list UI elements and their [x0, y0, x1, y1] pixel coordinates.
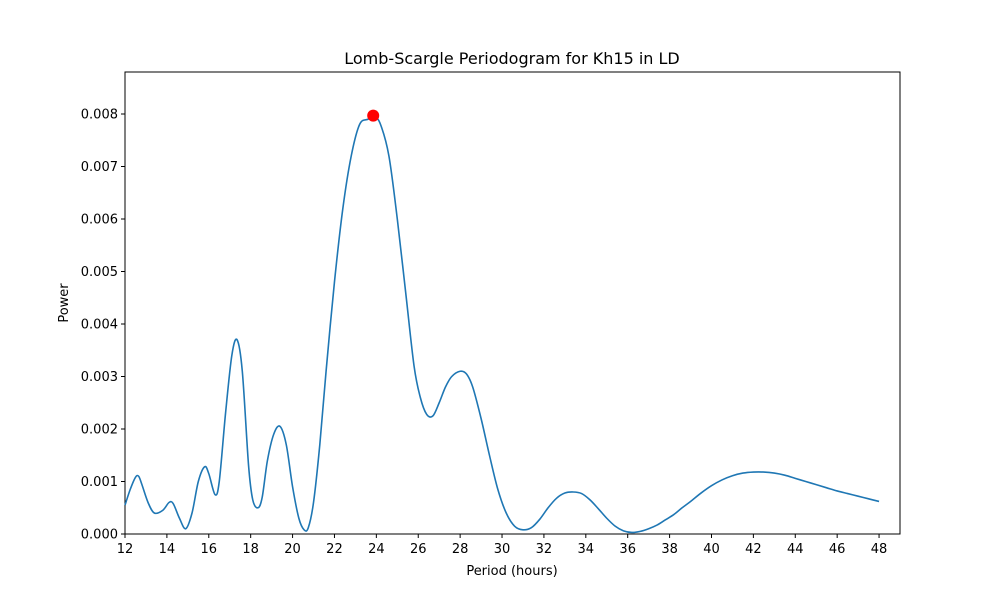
- y-tick-label: 0.000: [81, 528, 118, 543]
- x-tick-label: 26: [410, 542, 427, 557]
- x-tick-label: 40: [703, 542, 720, 557]
- peak-marker: [367, 109, 380, 122]
- x-tick-label: 16: [201, 542, 218, 557]
- x-tick-label: 32: [536, 542, 553, 557]
- x-tick-label: 30: [494, 542, 511, 557]
- x-tick-label: 34: [578, 542, 595, 557]
- y-tick-label: 0.002: [81, 423, 118, 438]
- x-tick-label: 44: [787, 542, 804, 557]
- x-tick-label: 46: [829, 542, 846, 557]
- chart-title: Lomb-Scargle Periodogram for Kh15 in LD: [344, 49, 679, 68]
- y-tick-label: 0.006: [81, 213, 118, 228]
- x-tick-label: 20: [284, 542, 301, 557]
- y-tick-label: 0.008: [81, 108, 118, 123]
- y-axis-label: Power: [57, 283, 72, 323]
- y-axis-ticks: 0.000 0.001 0.002 0.003 0.004 0.005 0.006 0.007…: [81, 108, 125, 543]
- x-tick-label: 36: [619, 542, 636, 557]
- y-tick-label: 0.003: [81, 370, 118, 385]
- y-tick-label: 0.007: [81, 160, 118, 175]
- x-tick-label: 14: [159, 542, 176, 557]
- x-tick-label: 42: [745, 542, 762, 557]
- x-tick-label: 38: [661, 542, 678, 557]
- x-tick-label: 22: [326, 542, 343, 557]
- series-line-power: [124, 115, 880, 534]
- y-tick-label: 0.001: [81, 475, 118, 490]
- axes-frame: [124, 71, 901, 535]
- x-tick-label: 24: [368, 542, 385, 557]
- x-tick-label: 48: [871, 542, 888, 557]
- x-tick-label: 18: [242, 542, 259, 557]
- y-tick-label: 0.004: [81, 318, 118, 333]
- x-axis-ticks: 12 14 16 18 20 22 24 26 28 30 32 34 36 38 40 42 44 46 48: [117, 534, 888, 557]
- plot-area: [124, 71, 901, 535]
- x-tick-label: 28: [452, 542, 469, 557]
- y-tick-label: 0.005: [81, 265, 118, 280]
- x-tick-label: 12: [117, 542, 134, 557]
- series-layer: [124, 109, 880, 534]
- x-axis-label: Period (hours): [466, 564, 557, 579]
